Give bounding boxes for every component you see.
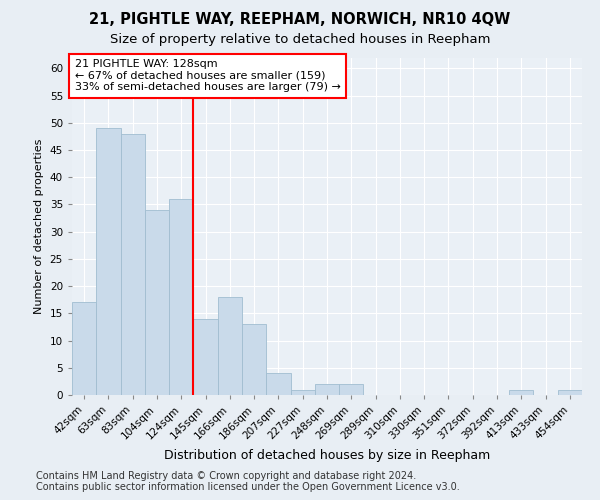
Bar (145, 210, 169, 395)
Bar (242, 324, 266, 395)
Bar (558, 390, 582, 395)
Bar (266, 373, 290, 395)
Text: Contains HM Land Registry data © Crown copyright and database right 2024.
Contai: Contains HM Land Registry data © Crown c… (36, 471, 460, 492)
Text: Size of property relative to detached houses in Reepham: Size of property relative to detached ho… (110, 32, 490, 46)
Bar (290, 390, 315, 395)
Bar (339, 384, 364, 395)
Text: 21, PIGHTLE WAY, REEPHAM, NORWICH, NR10 4QW: 21, PIGHTLE WAY, REEPHAM, NORWICH, NR10 … (89, 12, 511, 28)
X-axis label: Distribution of detached houses by size in Reepham: Distribution of detached houses by size … (164, 449, 490, 462)
Bar (218, 297, 242, 395)
Text: 21 PIGHTLE WAY: 128sqm
← 67% of detached houses are smaller (159)
33% of semi-de: 21 PIGHTLE WAY: 128sqm ← 67% of detached… (74, 59, 340, 92)
Bar (169, 199, 193, 395)
Bar (315, 384, 339, 395)
Y-axis label: Number of detached properties: Number of detached properties (34, 138, 44, 314)
Bar (509, 390, 533, 395)
Bar (72, 302, 96, 395)
Bar (121, 134, 145, 395)
Bar (193, 319, 218, 395)
Bar (96, 128, 121, 395)
